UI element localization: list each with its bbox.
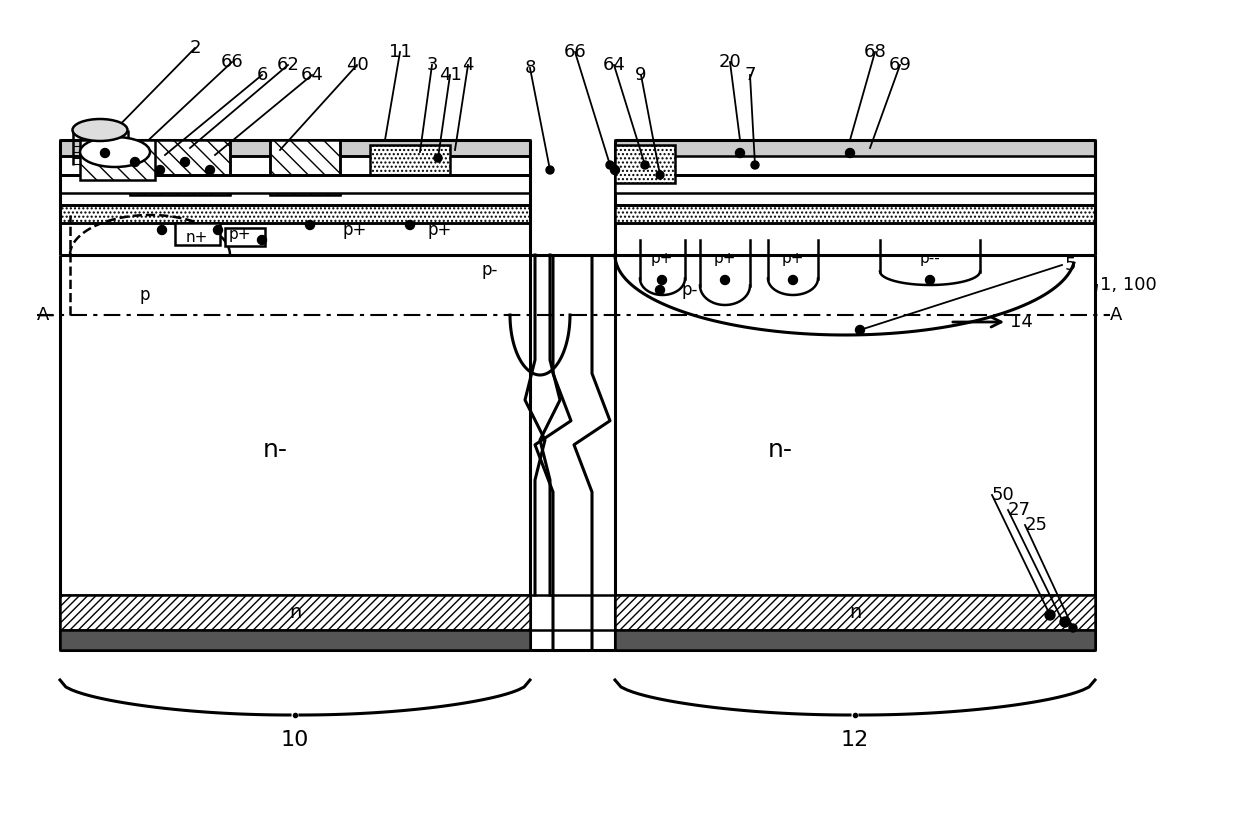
Circle shape	[546, 166, 554, 174]
Text: A: A	[1110, 306, 1122, 324]
Bar	[175, 223, 219, 245]
Text: 69: 69	[889, 56, 911, 74]
Text: 6: 6	[257, 66, 268, 84]
Text: n-: n-	[263, 438, 288, 462]
Circle shape	[155, 165, 165, 174]
Text: 4: 4	[463, 56, 474, 74]
Bar	[130, 140, 229, 195]
Text: 40: 40	[346, 56, 368, 74]
Bar	[615, 140, 1095, 156]
Text: p+: p+	[714, 251, 737, 265]
Circle shape	[405, 221, 414, 230]
Text: 9: 9	[635, 66, 647, 84]
Text: 11: 11	[388, 43, 412, 61]
Circle shape	[1060, 617, 1070, 627]
Text: p+: p+	[228, 227, 252, 241]
Text: p+: p+	[781, 251, 805, 265]
Circle shape	[434, 154, 441, 162]
Circle shape	[751, 161, 759, 169]
Bar	[615, 145, 675, 183]
Ellipse shape	[72, 119, 128, 141]
Text: 1, 100: 1, 100	[1100, 276, 1157, 294]
Circle shape	[657, 275, 667, 284]
Text: p+: p+	[651, 251, 673, 265]
Circle shape	[846, 149, 854, 157]
Text: 68: 68	[863, 43, 887, 61]
Circle shape	[181, 157, 190, 166]
Circle shape	[606, 161, 614, 169]
Text: p-: p-	[482, 261, 498, 279]
Circle shape	[856, 326, 864, 334]
Text: 41: 41	[439, 66, 461, 84]
Bar	[60, 630, 529, 650]
Bar	[60, 140, 529, 156]
Text: 66: 66	[564, 43, 587, 61]
Circle shape	[789, 275, 797, 284]
Circle shape	[130, 157, 139, 166]
Ellipse shape	[81, 137, 150, 167]
Text: 10: 10	[280, 730, 309, 750]
Bar	[60, 595, 529, 630]
Text: 8: 8	[525, 59, 536, 77]
Circle shape	[925, 275, 935, 284]
Text: 7: 7	[744, 66, 755, 84]
Text: 50: 50	[992, 486, 1014, 504]
Text: 27: 27	[1008, 501, 1030, 519]
Circle shape	[641, 161, 649, 169]
Circle shape	[305, 221, 315, 230]
Bar	[270, 140, 340, 195]
Circle shape	[610, 165, 620, 174]
Circle shape	[100, 149, 109, 157]
Text: p-: p-	[682, 281, 698, 299]
Text: p: p	[140, 286, 150, 304]
Circle shape	[1045, 610, 1055, 620]
Bar	[615, 175, 1095, 193]
Text: n: n	[849, 603, 861, 622]
Bar	[60, 205, 529, 223]
Text: A-: A-	[37, 306, 56, 324]
Circle shape	[656, 171, 663, 179]
Bar	[81, 140, 155, 180]
Bar	[224, 228, 265, 246]
Text: 66: 66	[221, 53, 243, 71]
Text: n: n	[289, 603, 301, 622]
Text: 5: 5	[1065, 256, 1076, 274]
Text: 2: 2	[190, 39, 201, 57]
Text: n+: n+	[186, 231, 208, 246]
Text: p--: p--	[920, 251, 940, 265]
Circle shape	[258, 236, 267, 245]
Circle shape	[157, 226, 166, 235]
Bar	[60, 175, 529, 193]
Text: 14: 14	[1011, 313, 1033, 331]
Text: 64: 64	[603, 56, 625, 74]
Circle shape	[213, 226, 222, 235]
Text: p+: p+	[342, 221, 367, 239]
Text: n-: n-	[768, 438, 792, 462]
Bar	[370, 145, 450, 190]
Circle shape	[735, 149, 744, 157]
Text: 62: 62	[277, 56, 299, 74]
Text: 25: 25	[1025, 516, 1048, 534]
Circle shape	[720, 275, 729, 284]
Bar	[615, 595, 1095, 630]
Text: 3: 3	[427, 56, 438, 74]
Text: p+: p+	[428, 221, 453, 239]
Bar	[615, 205, 1095, 223]
Circle shape	[656, 285, 665, 294]
Circle shape	[206, 165, 215, 174]
Bar	[615, 630, 1095, 650]
Text: 20: 20	[719, 53, 742, 71]
Circle shape	[1069, 624, 1078, 632]
Text: 64: 64	[300, 66, 324, 84]
Text: 12: 12	[841, 730, 869, 750]
